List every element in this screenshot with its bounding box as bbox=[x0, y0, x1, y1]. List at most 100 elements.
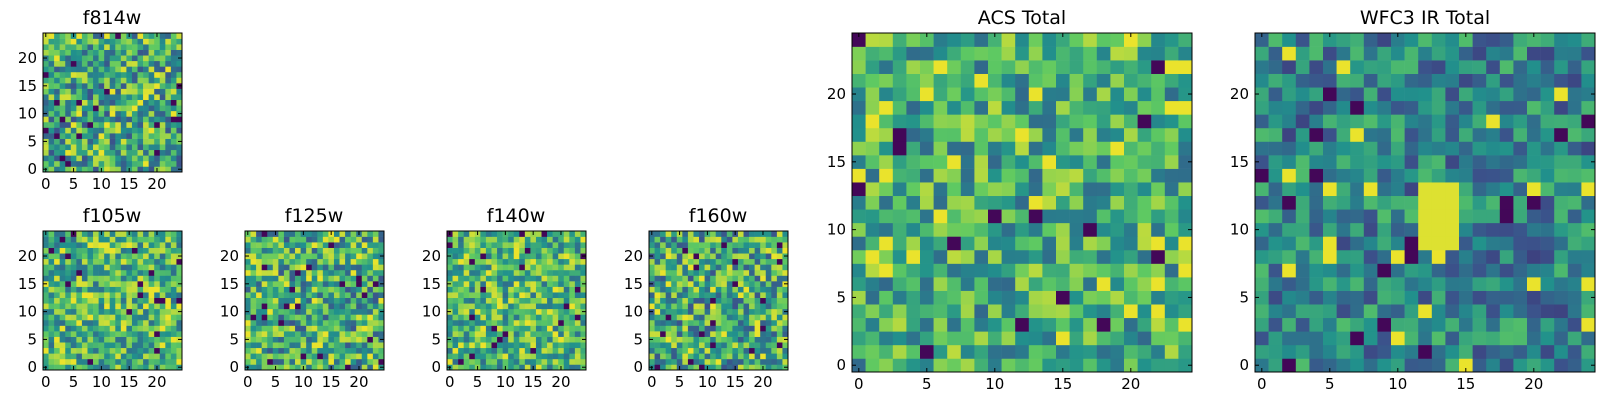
heatmap-cell bbox=[54, 358, 60, 365]
heatmap-cell bbox=[59, 242, 66, 248]
heatmap-cell bbox=[947, 141, 962, 156]
heatmap-cell bbox=[98, 138, 105, 145]
heatmap-cell bbox=[665, 242, 672, 248]
heatmap-cell bbox=[48, 133, 55, 139]
heatmap-cell bbox=[1418, 304, 1433, 319]
heatmap-cell bbox=[361, 247, 368, 254]
heatmap-cell bbox=[48, 242, 55, 248]
heatmap-cell bbox=[1137, 236, 1152, 251]
heatmap-cell bbox=[76, 342, 83, 349]
heatmap-cell bbox=[120, 44, 127, 50]
heatmap-cell bbox=[519, 281, 526, 287]
heatmap-cell bbox=[1164, 168, 1179, 183]
heatmap-cell bbox=[1459, 331, 1473, 346]
heatmap-cell bbox=[115, 66, 122, 73]
heatmap-cell bbox=[148, 160, 155, 167]
heatmap-cell bbox=[676, 264, 683, 271]
heatmap-cell bbox=[726, 347, 733, 354]
heatmap-cell bbox=[771, 281, 778, 287]
heatmap-cell bbox=[671, 297, 678, 304]
heatmap-cell bbox=[920, 344, 934, 359]
heatmap-cell bbox=[519, 331, 526, 337]
heatmap-cell bbox=[1178, 277, 1193, 291]
heatmap-cell bbox=[726, 231, 733, 237]
heatmap-cell bbox=[452, 303, 459, 310]
heatmap-cell bbox=[906, 73, 921, 88]
heatmap-cell bbox=[947, 155, 962, 169]
heatmap-cell bbox=[765, 242, 772, 248]
heatmap-cell bbox=[469, 242, 476, 248]
heatmap-cell bbox=[704, 286, 711, 293]
heatmap-cell bbox=[295, 281, 301, 287]
heatmap-cell bbox=[76, 138, 83, 145]
heatmap-cell bbox=[1056, 209, 1070, 224]
heatmap-cell bbox=[743, 253, 750, 260]
heatmap-cell bbox=[558, 325, 565, 332]
heatmap-cell bbox=[131, 88, 138, 95]
heatmap-cell bbox=[1459, 182, 1473, 197]
heatmap-cell bbox=[693, 336, 700, 343]
heatmap-cell bbox=[109, 116, 116, 123]
heatmap-cell bbox=[143, 286, 149, 293]
heatmap-cell bbox=[1083, 60, 1098, 74]
heatmap-cell bbox=[1137, 141, 1152, 156]
heatmap-cell bbox=[1151, 127, 1166, 142]
heatmap-cell bbox=[54, 353, 60, 360]
heatmap-cell bbox=[452, 275, 459, 282]
heatmap-cell bbox=[749, 319, 755, 326]
heatmap-cell bbox=[176, 77, 183, 84]
heatmap-cell bbox=[771, 253, 778, 260]
heatmap-cell bbox=[699, 258, 705, 265]
heatmap-cell bbox=[960, 182, 975, 197]
heatmap-cell bbox=[710, 281, 717, 287]
heatmap-cell bbox=[1255, 100, 1269, 115]
heatmap-cell bbox=[715, 253, 722, 260]
heatmap-cell bbox=[328, 253, 335, 260]
heatmap-cell bbox=[865, 317, 880, 332]
heatmap-cell bbox=[1083, 317, 1098, 332]
heatmap-cell bbox=[154, 336, 161, 343]
heatmap-cell bbox=[480, 303, 487, 310]
heatmap-cell bbox=[367, 292, 374, 299]
heatmap-cell bbox=[70, 99, 77, 106]
heatmap-cell bbox=[743, 258, 750, 265]
heatmap-cell bbox=[93, 144, 99, 151]
heatmap-cell bbox=[1391, 87, 1405, 102]
heatmap-cell bbox=[350, 347, 357, 354]
axes-frame-acs-total bbox=[851, 32, 1193, 373]
heatmap-cell bbox=[519, 342, 526, 349]
heatmap-cell bbox=[782, 275, 789, 282]
heatmap-cell bbox=[726, 297, 733, 304]
heatmap-cell bbox=[1363, 73, 1378, 88]
heatmap-cell bbox=[272, 253, 279, 260]
y-tick-label: 15 bbox=[422, 275, 441, 293]
heatmap-cell bbox=[159, 166, 166, 173]
heatmap-cell bbox=[70, 358, 77, 365]
heatmap-cell bbox=[710, 303, 717, 310]
heatmap-cell bbox=[776, 325, 783, 332]
heatmap-cell bbox=[558, 336, 565, 343]
heatmap-cell bbox=[65, 149, 72, 156]
heatmap-cell bbox=[267, 364, 274, 371]
heatmap-cell bbox=[654, 253, 661, 260]
heatmap-cell bbox=[519, 319, 526, 326]
heatmap-cell bbox=[1472, 168, 1487, 183]
heatmap-cell bbox=[1001, 344, 1016, 359]
heatmap-cell bbox=[497, 347, 503, 354]
heatmap-cell bbox=[649, 342, 655, 349]
heatmap-cell bbox=[176, 94, 183, 101]
heatmap-cell bbox=[485, 253, 492, 260]
heatmap-cell bbox=[906, 114, 921, 129]
heatmap-cell bbox=[81, 38, 88, 45]
heatmap-cell bbox=[48, 127, 55, 134]
heatmap-cell bbox=[687, 297, 694, 304]
heatmap-cell bbox=[1124, 60, 1138, 74]
heatmap-cell bbox=[513, 258, 520, 265]
heatmap-cell bbox=[176, 149, 183, 156]
heatmap-cell bbox=[721, 286, 728, 293]
heatmap-cell bbox=[120, 38, 127, 45]
heatmap-cell bbox=[289, 342, 296, 349]
heatmap-cell bbox=[1350, 317, 1365, 332]
